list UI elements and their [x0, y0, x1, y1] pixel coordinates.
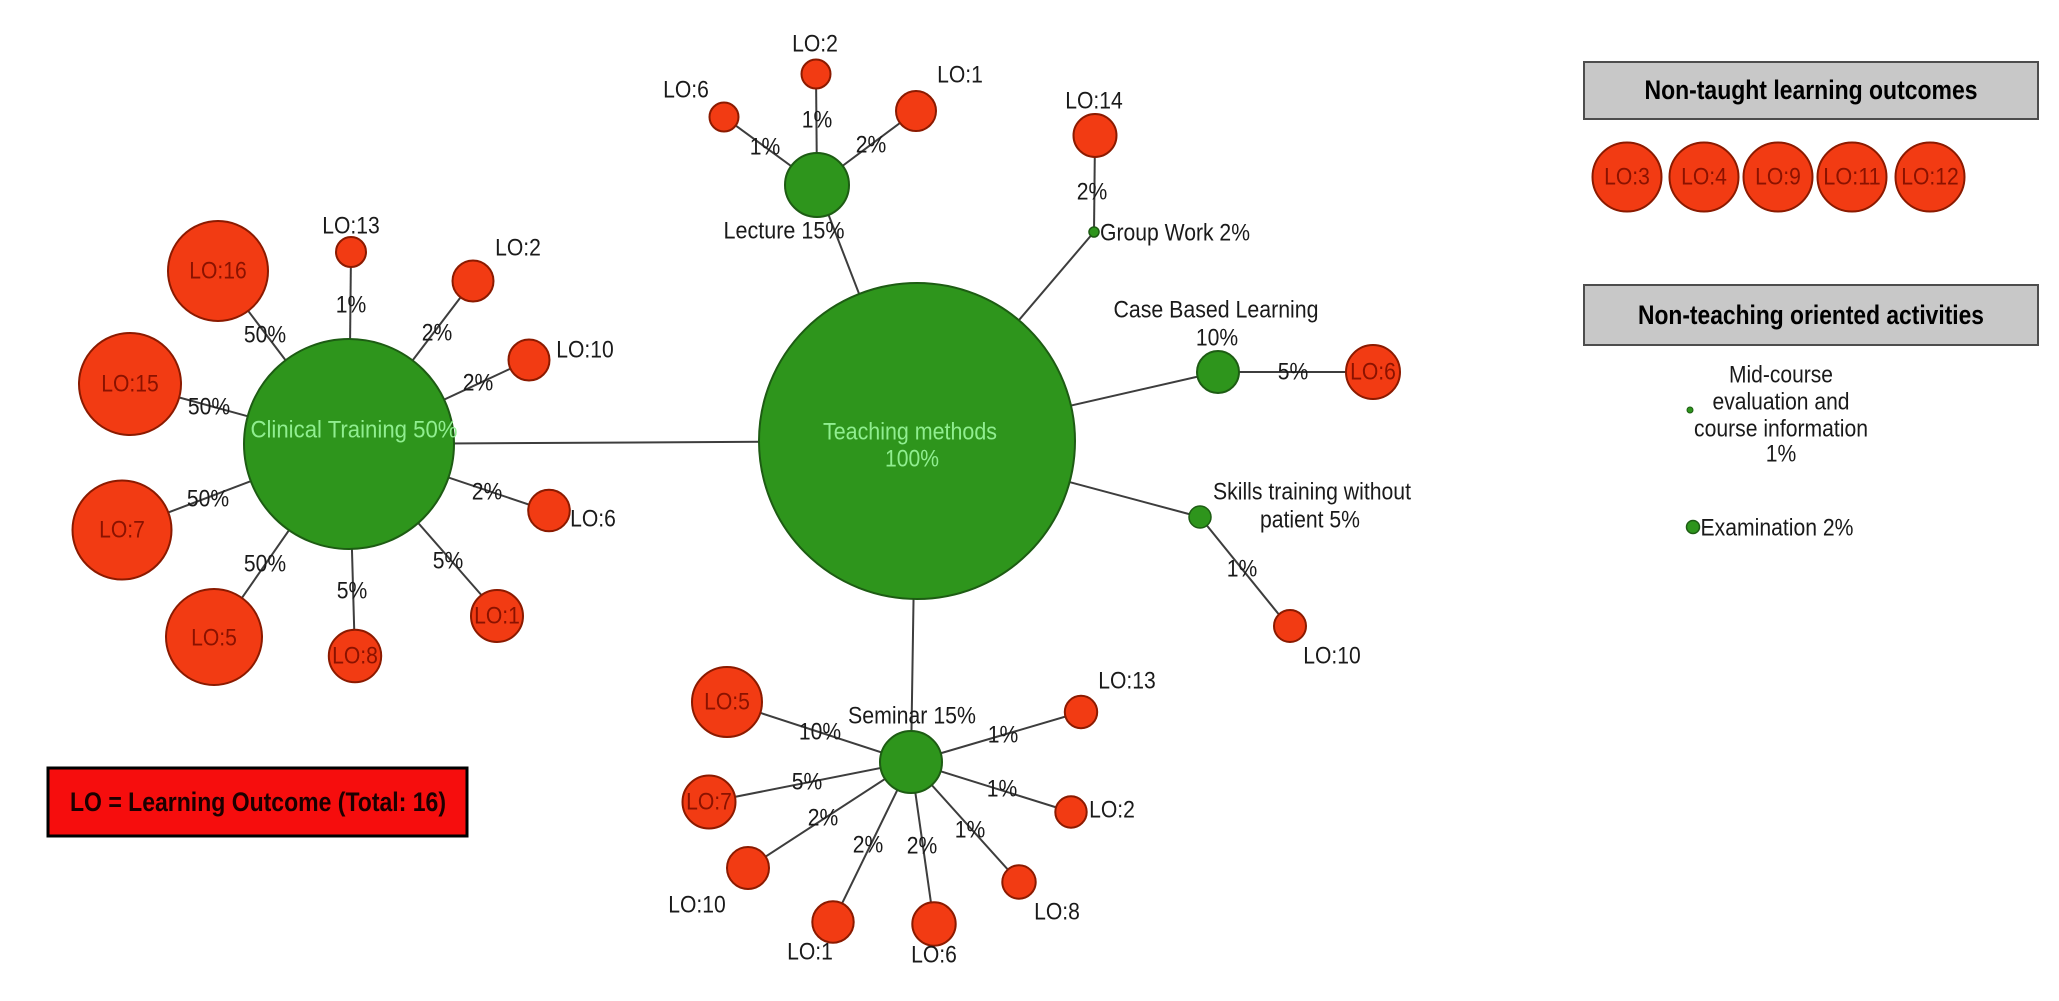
svg-text:LO:11: LO:11: [1823, 164, 1881, 191]
svg-text:LO:15: LO:15: [101, 371, 159, 398]
svg-text:LO:6: LO:6: [663, 77, 709, 104]
svg-text:1%: 1%: [1227, 556, 1258, 583]
svg-text:1%: 1%: [988, 722, 1019, 749]
svg-text:Teaching methods: Teaching methods: [823, 419, 997, 446]
svg-text:50%: 50%: [188, 394, 230, 421]
svg-text:Lecture 15%: Lecture 15%: [724, 218, 845, 245]
svg-text:Skills training without: Skills training without: [1213, 479, 1411, 506]
svg-text:LO:3: LO:3: [1604, 164, 1650, 191]
svg-text:LO:6: LO:6: [911, 942, 957, 969]
svg-text:LO:13: LO:13: [322, 213, 380, 240]
svg-text:Non-taught learning outcomes: Non-taught learning outcomes: [1645, 75, 1978, 105]
svg-text:2%: 2%: [808, 805, 839, 832]
svg-text:100%: 100%: [885, 446, 939, 473]
svg-text:5%: 5%: [337, 578, 368, 605]
svg-text:LO:2: LO:2: [495, 235, 541, 262]
svg-text:5%: 5%: [433, 548, 464, 575]
svg-text:Case Based Learning: Case Based Learning: [1114, 297, 1319, 324]
svg-text:LO:6: LO:6: [1350, 359, 1396, 386]
svg-text:2%: 2%: [856, 132, 887, 159]
svg-text:LO:10: LO:10: [668, 892, 726, 919]
svg-text:LO:8: LO:8: [1034, 899, 1080, 926]
svg-text:2%: 2%: [853, 832, 884, 859]
svg-text:LO:13: LO:13: [1098, 668, 1156, 695]
svg-text:1%: 1%: [750, 134, 781, 161]
svg-text:LO = Learning Outcome (Total:: LO = Learning Outcome (Total: 16): [70, 787, 446, 817]
svg-text:50%: 50%: [244, 551, 286, 578]
svg-text:LO:6: LO:6: [570, 506, 616, 533]
svg-text:10%: 10%: [1196, 325, 1238, 352]
svg-text:LO:10: LO:10: [1303, 643, 1361, 670]
svg-text:1%: 1%: [336, 292, 367, 319]
svg-text:10%: 10%: [799, 719, 841, 746]
svg-text:course information: course information: [1694, 416, 1868, 443]
svg-text:1%: 1%: [955, 817, 986, 844]
svg-text:patient 5%: patient 5%: [1260, 507, 1360, 534]
svg-text:LO:9: LO:9: [1755, 164, 1801, 191]
svg-text:Examination 2%: Examination 2%: [1701, 515, 1854, 542]
svg-text:LO:10: LO:10: [556, 337, 614, 364]
svg-text:Non-teaching oriented activiti: Non-teaching oriented activities: [1638, 300, 1984, 330]
svg-text:LO:1: LO:1: [787, 939, 833, 966]
svg-text:Mid-course: Mid-course: [1729, 362, 1833, 389]
svg-text:LO:5: LO:5: [191, 625, 237, 652]
svg-text:2%: 2%: [463, 370, 494, 397]
svg-text:2%: 2%: [1077, 179, 1108, 206]
svg-text:LO:14: LO:14: [1065, 88, 1123, 115]
svg-text:50%: 50%: [244, 322, 286, 349]
svg-text:Clinical Training 50%: Clinical Training 50%: [251, 417, 458, 444]
svg-text:LO:12: LO:12: [1901, 164, 1959, 191]
svg-text:1%: 1%: [802, 107, 833, 134]
svg-text:2%: 2%: [422, 320, 453, 347]
svg-text:LO:4: LO:4: [1681, 164, 1727, 191]
svg-text:2%: 2%: [472, 479, 503, 506]
svg-text:LO:16: LO:16: [189, 258, 247, 285]
svg-text:2%: 2%: [907, 833, 938, 860]
svg-text:LO:5: LO:5: [704, 689, 750, 716]
svg-text:LO:2: LO:2: [1089, 797, 1135, 824]
svg-text:LO:7: LO:7: [99, 517, 145, 544]
svg-text:1%: 1%: [1766, 441, 1797, 468]
svg-text:50%: 50%: [187, 486, 229, 513]
svg-text:LO:7: LO:7: [686, 789, 732, 816]
svg-text:Seminar 15%: Seminar 15%: [848, 703, 976, 730]
svg-text:LO:1: LO:1: [474, 603, 520, 630]
svg-text:5%: 5%: [1278, 359, 1309, 386]
svg-text:1%: 1%: [987, 776, 1018, 803]
svg-text:evaluation and: evaluation and: [1713, 389, 1850, 416]
svg-text:LO:2: LO:2: [792, 31, 838, 58]
svg-text:5%: 5%: [792, 769, 823, 796]
svg-text:Group Work 2%: Group Work 2%: [1100, 220, 1250, 247]
svg-text:LO:8: LO:8: [332, 643, 378, 670]
svg-text:LO:1: LO:1: [937, 62, 983, 89]
